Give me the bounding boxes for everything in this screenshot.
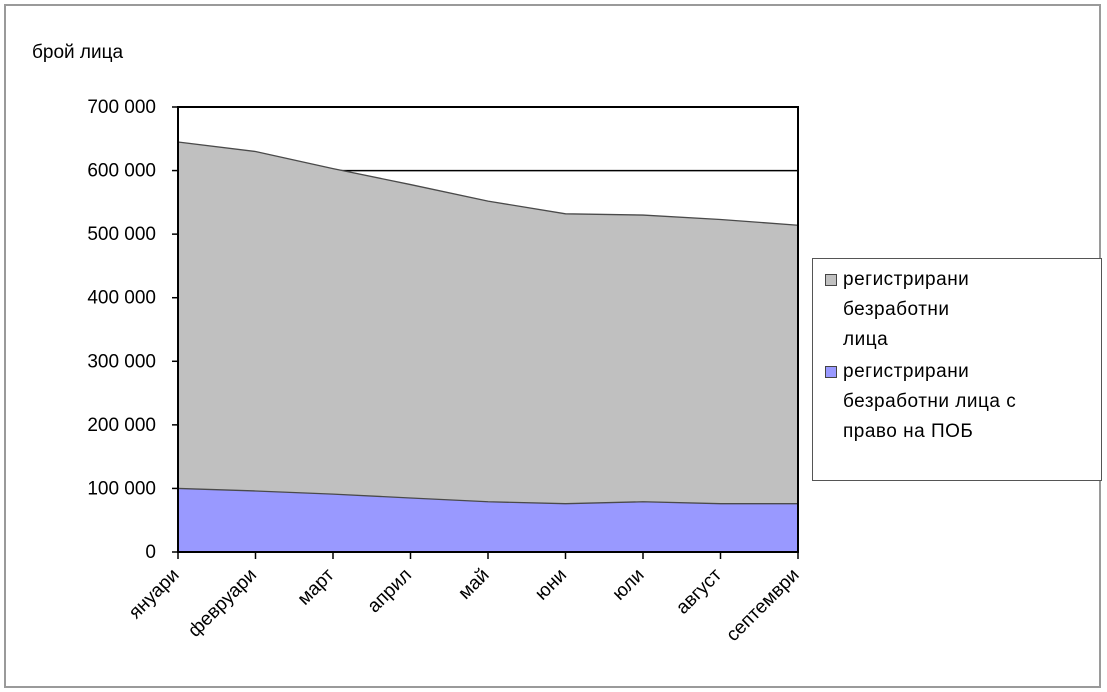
y-tick-label: 500 000 (87, 224, 156, 245)
y-tick-label: 700 000 (87, 97, 156, 118)
y-axis-label: брой лица (32, 42, 123, 63)
legend-label-line: безработни лица с (843, 387, 1091, 417)
x-tick-label: март (294, 564, 339, 609)
legend: регистрирани безработни лица регистриран… (812, 258, 1102, 481)
x-tick-label: септември (722, 565, 803, 646)
legend-label-line: регистрирани (843, 265, 1091, 295)
legend-swatch-gray (825, 274, 837, 286)
x-tick-label: юли (609, 565, 649, 605)
legend-swatch-blue (825, 366, 837, 378)
y-axis-ticks: 0 100 000 200 000 300 000 400 000 500 000 600 … (87, 97, 178, 563)
y-tick-label: 0 (145, 542, 156, 563)
x-tick-label: април (364, 565, 416, 617)
legend-label-line: регистрирани (843, 357, 1091, 387)
x-axis-ticks: януари февруари март април май юни юли августсе… (125, 552, 804, 646)
x-tick-label: май (454, 565, 493, 604)
legend-label-line: право на ПОБ (843, 417, 1091, 447)
y-tick-label: 400 000 (87, 288, 156, 309)
legend-label-line: лица (843, 325, 1091, 355)
legend-item-with-benefit: регистрирани безработни лица с право на … (825, 357, 1091, 447)
legend-label-line: безработни (843, 295, 1091, 325)
x-tick-label: юни (531, 565, 571, 605)
x-tick-label: февруари (184, 565, 261, 642)
legend-item-registered-unemployed: регистрирани безработни лица (825, 265, 1091, 355)
y-tick-label: 200 000 (87, 415, 156, 436)
y-tick-label: 300 000 (87, 351, 156, 372)
chart-frame: брой лица 0 100 000 200 000 300 000 400 000 5… (4, 4, 1101, 688)
y-tick-label: 100 000 (87, 478, 156, 499)
x-tick-label: януари (125, 565, 184, 624)
x-tick-label: август (672, 564, 726, 618)
y-tick-label: 600 000 (87, 161, 156, 182)
